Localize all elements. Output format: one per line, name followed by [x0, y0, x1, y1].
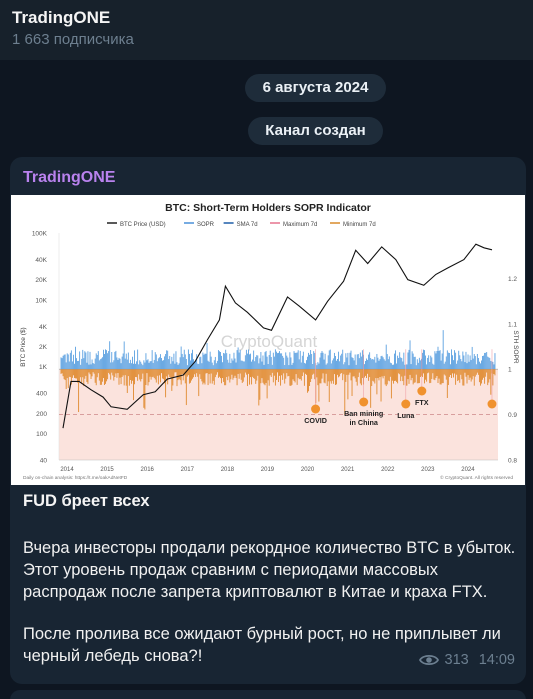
x-tick-9: 2023 [421, 467, 435, 473]
annotation-dot-2 [401, 399, 411, 409]
y-right-tick-0: 1.2 [508, 276, 517, 283]
chart-watermark: CryptoQuant [221, 332, 318, 351]
y-left-label: BTC Price ($) [20, 327, 27, 366]
chart-footer-left: Daily on-chain analysis: https://t.me/oa… [23, 475, 128, 481]
annotation-label-0: COVID [304, 416, 327, 425]
date-separator: 6 августа 2024 [245, 74, 386, 102]
y-left-tick-8: 200 [36, 411, 47, 418]
y-left-tick-5: 2K [39, 344, 48, 351]
next-message-bubble[interactable] [10, 690, 526, 699]
message-author[interactable]: TradingONE [23, 169, 116, 186]
x-tick-0: 2014 [60, 467, 74, 473]
channel-title[interactable]: TradingONE [12, 8, 111, 27]
message-bubble[interactable]: TradingONE BTC: Short-Term Holders SOPR … [10, 157, 526, 684]
annotation-label-1: in China [350, 418, 379, 427]
chart-footer-right: © CryptoQuant. All rights reserved [440, 474, 513, 481]
legend-item-4: Minimum 7d [343, 222, 376, 228]
service-message: Канал создан [248, 117, 383, 145]
x-tick-8: 2022 [381, 467, 395, 473]
subscriber-count: 1 663 подписчика [12, 31, 134, 48]
post-paragraph-2: После пролива все ожидают бурный рост, н… [23, 625, 501, 665]
legend-item-2: SMA 7d [237, 222, 258, 228]
y-left-tick-6: 1K [39, 364, 48, 371]
annotation-label-3: FTX [415, 398, 429, 407]
sopr-chart: BTC: Short-Term Holders SOPR Indicator BT… [20, 202, 519, 481]
annotation-dot-3 [417, 386, 427, 396]
y-right-tick-4: 0.8 [508, 458, 517, 465]
y-left-tick-0: 100K [32, 231, 48, 238]
y-right-tick-2: 1 [508, 367, 512, 374]
annotation-dot-1 [359, 397, 369, 407]
y-left-tick-9: 100 [36, 431, 47, 438]
legend-item-0: BTC Price (USD) [120, 222, 166, 228]
x-tick-10: 2024 [461, 467, 475, 473]
x-tick-3: 2017 [181, 467, 195, 473]
annotation-label-2: Luna [397, 411, 415, 420]
x-tick-6: 2020 [301, 467, 315, 473]
y-right-tick-1: 1.1 [508, 321, 517, 328]
annotation-dot-4 [487, 399, 497, 409]
y-left-tick-7: 400 [36, 391, 47, 398]
x-tick-5: 2019 [261, 467, 275, 473]
x-tick-4: 2018 [221, 467, 235, 473]
post-image[interactable]: BTC: Short-Term Holders SOPR Indicator BT… [11, 195, 525, 485]
y-left-tick-1: 40K [35, 257, 47, 264]
chat-header[interactable]: TradingONE 1 663 подписчика [0, 0, 533, 60]
eye-icon [418, 654, 439, 666]
message-time: 14:09 [478, 652, 515, 668]
message-meta: 313 14:09 [418, 652, 515, 668]
y-left-tick-10: 40 [40, 458, 48, 465]
x-tick-7: 2021 [341, 467, 355, 473]
annotation-label-1: Ban mining [344, 409, 383, 418]
post-title: FUD бреет всех [23, 492, 150, 510]
x-tick-1: 2015 [100, 467, 114, 473]
y-left-tick-3: 10K [35, 297, 47, 304]
legend-item-3: Maximum 7d [283, 222, 317, 228]
y-left-tick-2: 20K [35, 277, 47, 284]
view-count: 313 [444, 652, 469, 668]
legend-item-1: SOPR [197, 222, 215, 228]
btc-price-line [62, 243, 493, 429]
annotation-dot-0 [311, 404, 321, 414]
y-right-tick-3: 0.9 [508, 412, 517, 419]
x-tick-2: 2016 [141, 467, 155, 473]
post-paragraph-1: Вчера инвесторы продали рекордное количе… [23, 539, 516, 601]
y-left-tick-4: 4K [39, 324, 48, 331]
y-right-label: STH SOPR [512, 330, 519, 364]
chart-title: BTC: Short-Term Holders SOPR Indicator [165, 202, 371, 214]
